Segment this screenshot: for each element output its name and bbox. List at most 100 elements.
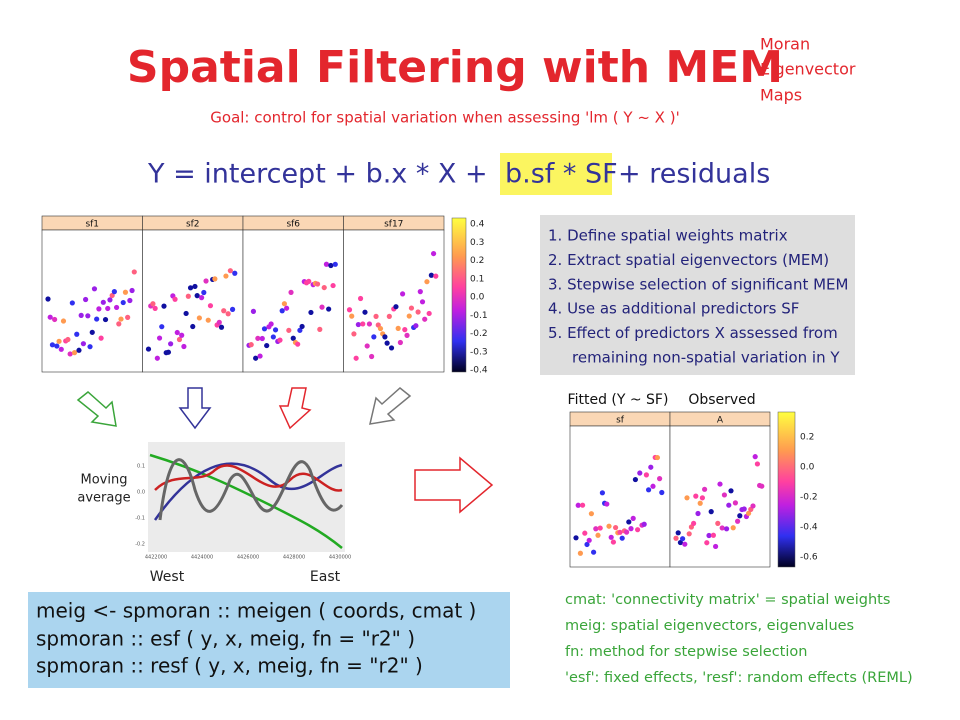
strip-label: sf xyxy=(616,416,625,426)
dot xyxy=(190,323,196,330)
steps: 1. Define spatial weights matrix 2. Extra… xyxy=(548,227,848,367)
dot xyxy=(152,305,158,311)
dot xyxy=(395,325,401,331)
dot xyxy=(248,342,254,348)
dot xyxy=(657,476,663,482)
dot xyxy=(606,523,612,529)
dot xyxy=(726,502,732,508)
dot xyxy=(174,329,180,336)
dot xyxy=(131,269,137,275)
dot xyxy=(422,316,428,322)
step: 4. Use as additional predictors SF xyxy=(548,300,799,318)
dot xyxy=(728,488,734,494)
dot xyxy=(371,334,377,340)
step: 2. Extract spatial eigenvectors (MEM) xyxy=(548,251,829,269)
dot xyxy=(284,305,290,311)
goal: Goal: control for spatial variation when… xyxy=(210,109,679,127)
dot xyxy=(317,326,323,332)
dot xyxy=(646,487,652,493)
dot xyxy=(408,305,415,311)
dot xyxy=(145,346,152,352)
panel xyxy=(41,229,143,373)
dot xyxy=(353,355,359,361)
dot xyxy=(225,311,231,317)
dot xyxy=(176,336,183,343)
arrow xyxy=(178,387,212,430)
dot xyxy=(111,289,117,295)
x-tick-label: 4424000 xyxy=(191,555,213,561)
dot xyxy=(216,319,222,325)
y-tick-label: 0.1 xyxy=(137,464,145,470)
dot xyxy=(232,270,238,276)
dot xyxy=(201,289,207,296)
tick-label: 0.0 xyxy=(800,463,815,473)
dot xyxy=(682,541,688,547)
arrows xyxy=(76,387,494,514)
dot xyxy=(223,273,229,279)
dot xyxy=(179,332,185,338)
note: meig: spatial eigenvectors, eigenvalues xyxy=(565,618,854,634)
dot xyxy=(659,489,665,496)
code-box xyxy=(28,592,510,688)
dot xyxy=(85,313,91,319)
dot xyxy=(212,276,218,282)
tick-label: -0.2 xyxy=(800,493,818,503)
tick-label: -0.1 xyxy=(470,311,488,321)
equation: Y = intercept + b.x * X + xyxy=(147,159,488,190)
dot xyxy=(306,278,312,284)
dot xyxy=(181,343,187,350)
dot xyxy=(94,316,100,322)
dot xyxy=(127,297,133,304)
dot xyxy=(351,331,357,337)
tick-label: 0.1 xyxy=(470,274,484,284)
dot xyxy=(428,272,434,278)
equation: + residuals xyxy=(618,159,770,190)
dot xyxy=(706,532,712,539)
dot xyxy=(704,540,710,546)
dot xyxy=(192,283,198,290)
dot xyxy=(626,519,632,525)
dot xyxy=(107,297,113,303)
dot xyxy=(573,535,579,541)
tick-label: -0.2 xyxy=(470,329,488,339)
dot xyxy=(47,314,53,320)
dot xyxy=(617,529,623,535)
dot xyxy=(89,329,95,335)
dot xyxy=(299,323,305,330)
dot xyxy=(717,481,723,487)
side-note: Eigenvector xyxy=(760,60,856,79)
dot xyxy=(264,342,270,349)
dot xyxy=(702,486,708,492)
dot xyxy=(426,310,432,317)
dot xyxy=(628,526,634,532)
dot xyxy=(109,292,115,299)
dot xyxy=(56,338,62,344)
dot xyxy=(69,300,75,306)
dot xyxy=(413,323,419,329)
dot xyxy=(98,335,104,341)
dot xyxy=(270,334,276,340)
dot xyxy=(397,339,403,346)
code-line: spmoran :: esf ( y, x, meig, fn = "r2" ) xyxy=(36,627,415,651)
tick-label: 0.2 xyxy=(470,256,484,266)
fitted-plot: sf A xyxy=(569,411,771,568)
dot xyxy=(693,493,699,499)
tick-label: 0.2 xyxy=(800,433,814,443)
dot xyxy=(635,527,641,533)
dot xyxy=(597,525,603,531)
dot xyxy=(613,524,619,531)
title: Spatial Filtering with MEM xyxy=(127,42,783,93)
dot xyxy=(357,295,364,302)
dot xyxy=(161,303,167,309)
dot xyxy=(229,306,236,312)
plot-title: Observed xyxy=(688,392,755,408)
dot xyxy=(129,287,135,294)
dot xyxy=(187,285,194,291)
dot xyxy=(677,539,684,546)
dot xyxy=(165,349,172,355)
dot xyxy=(384,340,390,346)
dot xyxy=(168,341,174,347)
dot xyxy=(373,313,379,319)
dot xyxy=(713,543,719,550)
strip-label: sf2 xyxy=(186,220,200,230)
